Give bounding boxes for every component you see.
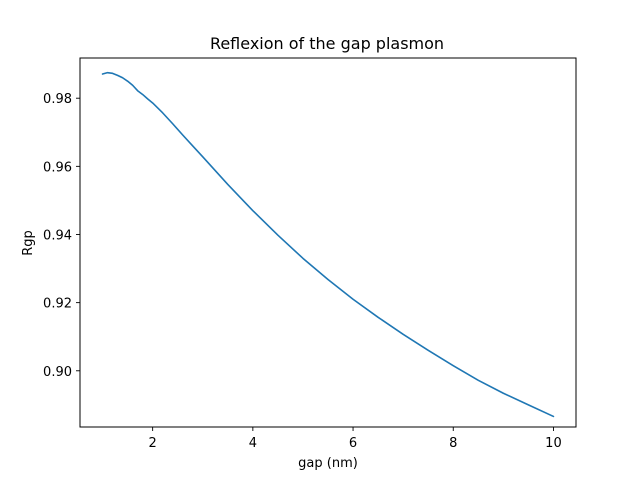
y-tick-label: 0.90 xyxy=(43,365,72,380)
x-tick-label: 10 xyxy=(545,436,562,451)
x-axis: 2 4 6 8 10 xyxy=(149,427,562,451)
plot-frame xyxy=(79,57,577,428)
x-tick-label: 2 xyxy=(149,436,157,451)
x-tick-label: 6 xyxy=(349,436,357,451)
chart-title: Reflexion of the gap plasmon xyxy=(210,34,444,53)
x-axis-label: gap (nm) xyxy=(298,456,358,471)
y-axis: 0.90 0.92 0.94 0.96 0.98 xyxy=(43,92,80,380)
y-tick-label: 0.92 xyxy=(43,297,72,312)
y-axis-label: Rgp xyxy=(21,230,36,256)
y-tick-label: 0.96 xyxy=(43,160,72,175)
plot-area xyxy=(101,71,555,418)
x-tick-label: 8 xyxy=(449,436,457,451)
y-tick-label: 0.94 xyxy=(43,228,72,243)
y-tick-label: 0.98 xyxy=(43,92,72,107)
x-tick-label: 4 xyxy=(249,436,257,451)
series-line-0 xyxy=(101,71,555,418)
